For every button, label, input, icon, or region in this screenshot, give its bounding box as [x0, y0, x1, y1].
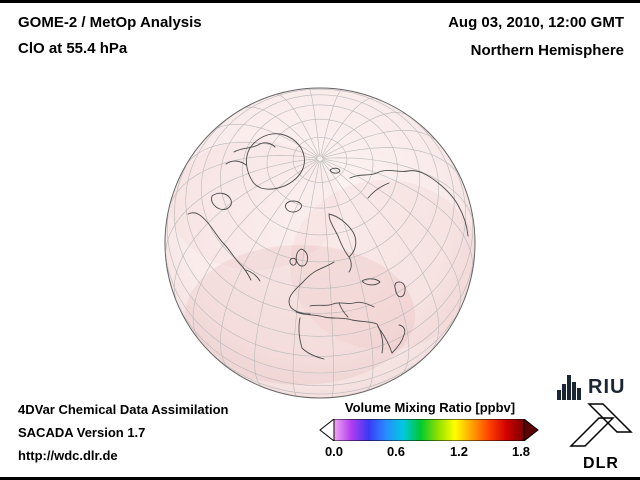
coast-africa-west [298, 317, 325, 360]
coastlines [187, 133, 469, 360]
coast-black-sea [361, 278, 381, 286]
coast-red-sea [377, 326, 393, 354]
bottom-border [0, 477, 640, 480]
coast-arctic-islands [225, 142, 276, 166]
coast-asia-east [458, 206, 469, 237]
colorbar-title: Volume Mixing Ratio [ppbv] [344, 400, 516, 415]
coast-baltic [348, 256, 352, 273]
coast-caspian-sea [394, 281, 406, 298]
dlr-logo: DLR [566, 402, 636, 474]
coast-west-europe [288, 261, 335, 315]
colorbar-right-arrow [523, 419, 539, 441]
dlr-logo-icon [569, 403, 633, 447]
coast-hudson-bay [211, 192, 232, 210]
dlr-logo-text: DLR [583, 455, 619, 472]
colorbar-left-arrow [319, 419, 335, 441]
coast-russia-arctic [349, 169, 460, 208]
coast-ireland [289, 257, 297, 266]
coast-iceland [285, 200, 302, 213]
website-url: http://wdc.dlr.de [18, 448, 118, 463]
coast-greenland [246, 133, 305, 190]
colorbar-tick-3: 1.8 [511, 444, 531, 459]
colorbar-tick-0: 0.0 [324, 444, 344, 459]
coast-arabia [391, 324, 406, 354]
coast-novaya-zemlya [367, 182, 390, 199]
riu-logo-text: RIU [588, 376, 626, 398]
colorbar-tick-2: 1.2 [449, 444, 469, 459]
top-border [0, 0, 640, 3]
colorbar-gradient-bar [333, 419, 525, 441]
coast-italy [338, 302, 349, 318]
colorbar-tick-1: 0.6 [386, 444, 406, 459]
colorbar [319, 419, 539, 441]
coast-south-europe [309, 301, 375, 308]
riu-logo-icon [557, 375, 581, 400]
coast-labrador [245, 269, 261, 282]
species-level-label: ClO at 55.4 hPa [18, 40, 128, 57]
coast-north-africa [295, 311, 378, 325]
product-title: GOME-2 / MetOp Analysis [18, 14, 202, 31]
assimilation-label: 4DVar Chemical Data Assimilation [18, 402, 229, 417]
coast-britain [295, 248, 309, 267]
coast-north-america [187, 212, 252, 281]
datetime-label: Aug 03, 2010, 12:00 GMT [448, 14, 624, 31]
clo-data-tint [170, 140, 475, 385]
graticule-lines [165, 88, 475, 398]
coast-svalbard [329, 167, 341, 174]
colorbar-block: Volume Mixing Ratio [ppbv] 0.0 0.6 1.2 1… [318, 400, 542, 464]
coast-africa-east [376, 323, 384, 354]
region-label: Northern Hemisphere [470, 42, 624, 59]
version-label: SACADA Version 1.7 [18, 425, 146, 440]
riu-logo: RIU [556, 370, 636, 400]
